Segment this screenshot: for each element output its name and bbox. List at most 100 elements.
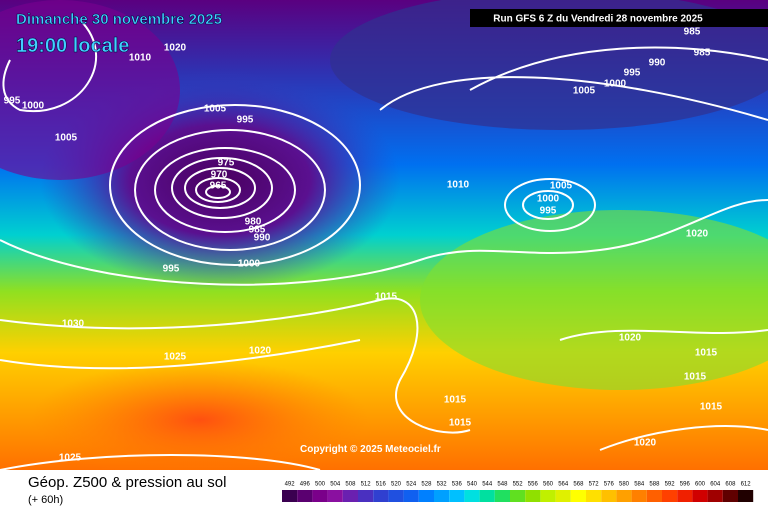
isobar-label: 1005 (550, 181, 573, 192)
isobar-label: 965 (210, 181, 227, 192)
legend-swatch (434, 490, 450, 502)
legend-label: 504 (330, 482, 341, 488)
legend-label: 608 (725, 482, 736, 488)
legend-label: 544 (482, 482, 493, 488)
legend-swatch (418, 490, 434, 502)
isobar-label: 985 (694, 48, 711, 59)
legend-label: 532 (437, 482, 448, 488)
isobar-label: 1025 (59, 453, 82, 464)
isobar-label: 1025 (164, 352, 187, 363)
legend-swatch (373, 490, 389, 502)
legend-label: 552 (513, 482, 524, 488)
legend-swatch (464, 490, 480, 502)
isobar-label: 985 (684, 27, 701, 38)
isobar-label: 1015 (444, 395, 467, 406)
legend-label: 576 (604, 482, 615, 488)
legend-swatch (555, 490, 571, 502)
legend-swatch (586, 490, 602, 502)
isobar-label: 985 (249, 225, 266, 236)
legend-swatch (601, 490, 617, 502)
isobar-label: 1010 (129, 53, 152, 64)
legend-swatch (358, 490, 374, 502)
legend-swatch (646, 490, 662, 502)
legend-label: 556 (528, 482, 539, 488)
legend-label: 600 (695, 482, 706, 488)
isobar-label: 1005 (204, 104, 227, 115)
isobar-label: 1005 (55, 133, 78, 144)
legend-swatch (722, 490, 738, 502)
low-area (0, 0, 180, 180)
legend-swatch (342, 490, 358, 502)
copyright: Copyright © 2025 Meteociel.fr (300, 444, 441, 455)
isobar-label: 975 (218, 158, 235, 169)
isobar-label: 995 (163, 264, 180, 275)
legend-label: 508 (345, 482, 356, 488)
legend-label: 548 (497, 482, 508, 488)
legend-label: 592 (665, 482, 676, 488)
legend-label: 560 (543, 482, 554, 488)
forecast-time: 19:00 locale (16, 35, 129, 57)
legend-swatch (525, 490, 541, 502)
low-area (330, 0, 768, 130)
legend-label: 528 (421, 482, 432, 488)
isobar-label: 1015 (449, 418, 472, 429)
legend-label: 564 (558, 482, 569, 488)
green-area (420, 210, 768, 390)
legend-label: 492 (285, 482, 296, 488)
legend-label: 536 (452, 482, 463, 488)
isobar-label: 995 (540, 206, 557, 217)
isobar-label: 1020 (249, 346, 272, 357)
legend-label: 516 (376, 482, 387, 488)
legend-swatch (707, 490, 723, 502)
isobar-label: 990 (254, 233, 271, 244)
legend-label: 500 (315, 482, 326, 488)
legend-label: 520 (391, 482, 402, 488)
warm-area (30, 360, 370, 480)
isobar-label: 1030 (62, 319, 85, 330)
legend-swatch (692, 490, 708, 502)
legend-swatch (540, 490, 556, 502)
legend-swatch (570, 490, 586, 502)
legend-swatch (312, 490, 328, 502)
legend-label: 604 (710, 482, 721, 488)
isobar-label: 995 (237, 115, 254, 126)
legend-swatch (662, 490, 678, 502)
isobar-label: 1015 (684, 372, 707, 383)
isobar-label: 1000 (537, 194, 560, 205)
legend-swatch (449, 490, 465, 502)
isobar-label: 1020 (619, 333, 642, 344)
legend-swatch (631, 490, 647, 502)
legend-label: 588 (649, 482, 660, 488)
run-banner (470, 9, 768, 27)
isobar-label: 970 (211, 170, 228, 181)
legend-swatch (738, 490, 754, 502)
legend-label: 540 (467, 482, 478, 488)
legend-swatch (388, 490, 404, 502)
isobar-label: 1000 (604, 79, 627, 90)
legend-label: 612 (741, 482, 752, 488)
isobar-label: 1015 (700, 402, 723, 413)
isobar-label: 1020 (686, 229, 709, 240)
isobar-label: 995 (4, 96, 21, 107)
legend-label: 596 (680, 482, 691, 488)
lead-time: (+ 60h) (28, 494, 63, 506)
legend-swatch (282, 490, 298, 502)
run-info: Run GFS 6 Z du Vendredi 28 novembre 2025 (493, 14, 703, 25)
isobars (0, 19, 768, 471)
isobar-label: 1005 (573, 86, 596, 97)
legend-label: 584 (634, 482, 645, 488)
legend-label: 524 (406, 482, 417, 488)
isobar-label: 1000 (22, 101, 45, 112)
legend-swatch (616, 490, 632, 502)
isobar-label: 990 (649, 58, 666, 69)
legend-swatch (479, 490, 495, 502)
isobar-label: 995 (624, 68, 641, 79)
legend-label: 496 (300, 482, 311, 488)
isobar-label: 1020 (164, 43, 187, 54)
isobar-label: 1010 (447, 180, 470, 191)
forecast-date: Dimanche 30 novembre 2025 (16, 11, 222, 28)
legend-label: 572 (589, 482, 600, 488)
isobar-label: 1020 (634, 438, 657, 449)
isobar-label: 1015 (695, 348, 718, 359)
